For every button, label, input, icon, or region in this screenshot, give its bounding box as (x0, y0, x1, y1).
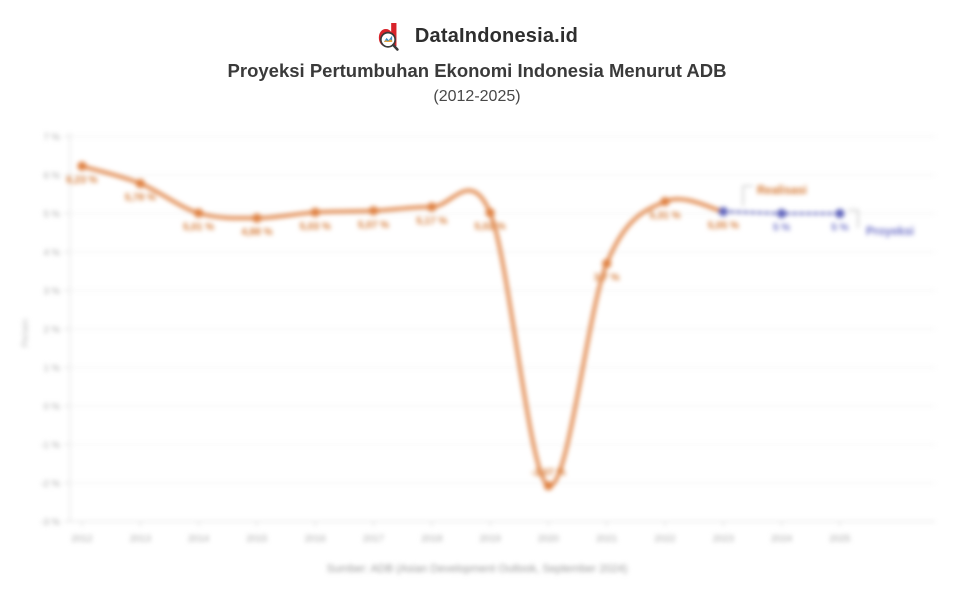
proyeksi-callout-label: Proyeksi (866, 226, 914, 238)
value-label-2022: 5,31 % (649, 211, 680, 222)
value-label-2018: 5,17 % (416, 216, 447, 227)
proyeksi-callout-connector (848, 209, 859, 228)
x-tick-label-2024: 2024 (771, 534, 792, 545)
y-tick-label: 6 % (44, 171, 61, 182)
brand-name: DataIndonesia.id (414, 24, 579, 47)
y-tick-label: 4 % (44, 248, 61, 259)
x-tick-label-2017: 2017 (363, 534, 384, 545)
chart-title: Proyeksi Pertumbuhan Ekonomi Indonesia M… (227, 60, 727, 81)
value-label-2023: 5,05 % (708, 221, 739, 232)
x-tick-label-2019: 2019 (480, 534, 501, 545)
y-tick-label: 3 % (44, 286, 61, 297)
x-tick-label-2016: 2016 (305, 534, 326, 545)
y-tick-label: 0 % (44, 402, 61, 413)
data-point-realisasi-2019 (485, 208, 495, 218)
value-label-2020: -2,07 % (531, 468, 566, 479)
y-tick-label: -2 % (40, 479, 60, 490)
chart-area: 7 % 6 % 5 % 4 % 3 % 2 % 1 % 0 % -1 % -2 % -3 % 2012… (0, 118, 954, 596)
y-tick-label: -3 % (40, 517, 60, 528)
x-tick-label-2015: 2015 (246, 534, 267, 545)
source-note: Sumber: ADB (Asian Development Outlook, … (326, 563, 628, 575)
realisasi-callout-connector (742, 185, 753, 206)
data-point-realisasi-2020 (543, 481, 554, 491)
x-tick-label-2025: 2025 (829, 534, 850, 545)
x-tick-label-2013: 2013 (130, 534, 151, 545)
data-point-realisasi-2017 (368, 206, 379, 216)
value-label-2025: 5 % (831, 223, 848, 234)
brand-header: d DataIndonesia.id (0, 20, 954, 52)
data-point-realisasi-2022 (660, 196, 670, 207)
y-tick-label: 2 % (44, 325, 61, 336)
x-tick-label-2022: 2022 (654, 534, 675, 545)
data-point-realisasi-2021 (602, 258, 612, 269)
y-axis-title: Persen (20, 319, 30, 348)
data-point-realisasi-2016 (310, 207, 320, 217)
series-line-realisasi (80, 164, 726, 488)
realisasi-callout-label: Realisasi (757, 185, 807, 197)
value-label-2013: 5,78 % (125, 192, 156, 203)
chart-subtitle: (2012-2025) (433, 88, 521, 105)
data-point-proyeksi-2025 (835, 208, 845, 219)
y-tick-label: 1 % (44, 363, 61, 374)
y-tick-label: -1 % (40, 440, 60, 451)
x-tick-label-2020: 2020 (538, 534, 559, 545)
data-point-realisasi-2015 (252, 213, 262, 223)
value-label-2024: 5 % (773, 223, 790, 234)
data-point-realisasi-2013 (135, 178, 145, 189)
value-label-2019: 5,02 % (475, 222, 506, 233)
data-point-realisasi-2014 (194, 208, 204, 218)
y-tick-label: 7 % (44, 132, 61, 143)
value-label-2017: 5,07 % (358, 220, 389, 231)
data-point-realisasi-2012 (77, 161, 87, 171)
x-tick-label-2018: 2018 (421, 534, 442, 545)
x-tick-label-2021: 2021 (596, 534, 617, 545)
dataindonesia-logo-icon: d (377, 21, 398, 51)
growth-line-chart: 7 % 6 % 5 % 4 % 3 % 2 % 1 % 0 % -1 % -2 % -3 % 2012… (20, 132, 935, 545)
y-tick-label: 5 % (44, 209, 61, 220)
x-tick-label-2023: 2023 (713, 534, 734, 545)
value-label-2021: 3,7 % (594, 273, 620, 284)
x-tick-label-2012: 2012 (71, 534, 92, 545)
value-label-2014: 5,01 % (183, 222, 214, 233)
value-label-2012: 6,23 % (66, 175, 97, 186)
value-label-2015: 4,88 % (241, 227, 272, 238)
x-tick-label-2014: 2014 (188, 534, 209, 545)
value-label-2016: 5,03 % (300, 221, 331, 232)
data-point-proyeksi-2024 (777, 208, 787, 219)
data-point-realisasi-2018 (427, 202, 437, 212)
data-point-proyeksi-2023 (718, 206, 728, 217)
